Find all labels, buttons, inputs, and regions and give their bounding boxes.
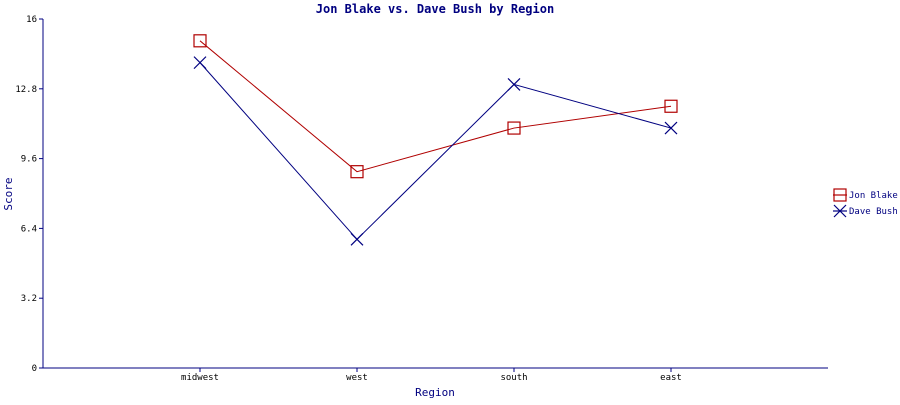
data-point-jon-blake <box>507 121 521 135</box>
series-layer <box>193 34 678 246</box>
y-tick-label: 6.4 <box>21 224 37 234</box>
series-line-jon-blake <box>199 40 672 173</box>
data-point-jon-blake <box>350 165 364 179</box>
square-marker-shape <box>193 34 207 48</box>
series-line-dave-bush <box>199 62 672 241</box>
y-tick-label: 0 <box>32 364 37 374</box>
y-tick-label: 3.2 <box>21 294 37 304</box>
square-marker-shape <box>350 165 364 179</box>
x-marker-stroke <box>193 56 207 70</box>
legend-marker <box>833 204 847 218</box>
y-tick-label: 9.6 <box>21 155 37 165</box>
square-marker-shape <box>507 121 521 135</box>
series-dave-bush <box>193 56 678 246</box>
data-point-jon-blake <box>193 34 207 48</box>
y-tick-label: 12.8 <box>15 85 37 95</box>
x-ticks: midwest west south east <box>181 368 682 383</box>
legend-item-jon-blake: Jon Blake <box>833 188 898 202</box>
x-marker-stroke <box>507 78 521 91</box>
legend-label: Dave Bush <box>849 207 898 217</box>
data-point-dave-bush <box>507 78 521 91</box>
y-tick-label: 16 <box>26 15 37 25</box>
data-point-dave-bush <box>193 56 207 70</box>
x-axis-label: Region <box>415 386 455 399</box>
x-marker-stroke <box>350 232 364 246</box>
legend-marker <box>833 188 847 202</box>
x-marker-stroke <box>833 204 847 218</box>
x-tick-label: west <box>346 373 368 383</box>
x-tick-label: east <box>660 373 682 383</box>
data-point-jon-blake <box>664 99 678 113</box>
legend-label: Jon Blake <box>849 191 898 201</box>
axes <box>42 19 828 369</box>
x-tick-label: midwest <box>181 373 219 383</box>
legend-item-dave-bush: Dave Bush <box>833 204 898 218</box>
legend: Jon Blake Dave Bush <box>833 188 898 218</box>
y-ticks: 0 3.2 6.4 9.6 12.8 16 <box>15 15 43 374</box>
data-point-dave-bush <box>664 121 678 135</box>
square-marker-shape <box>833 188 847 202</box>
chart-title: Jon Blake vs. Dave Bush by Region <box>316 2 554 16</box>
x-marker-stroke <box>664 121 678 135</box>
y-axis-label: Score <box>2 177 15 210</box>
x-tick-label: south <box>500 373 527 383</box>
series-jon-blake <box>193 34 678 179</box>
square-marker-shape <box>664 99 678 113</box>
data-point-dave-bush <box>350 232 364 246</box>
